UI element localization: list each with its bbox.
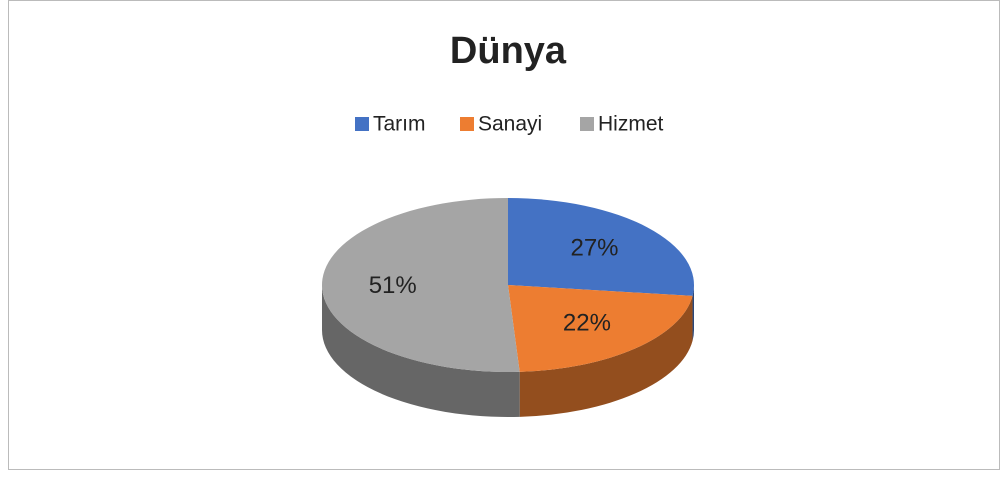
chart-title: Dünya bbox=[450, 30, 567, 72]
data-label: 27% bbox=[570, 235, 618, 262]
legend-label: Tarım bbox=[373, 113, 426, 136]
pie-slice bbox=[508, 198, 694, 341]
pie-slice bbox=[508, 285, 693, 417]
legend-swatch bbox=[355, 117, 369, 131]
slice-top bbox=[508, 285, 693, 372]
slice-side bbox=[519, 295, 693, 417]
pie-slice bbox=[322, 198, 520, 417]
legend-swatch bbox=[580, 117, 594, 131]
slice-side bbox=[692, 285, 694, 341]
legend-swatch bbox=[460, 117, 474, 131]
slice-top bbox=[322, 198, 520, 372]
slice-top bbox=[508, 198, 694, 296]
slice-side bbox=[322, 285, 520, 417]
legend-label: Hizmet bbox=[598, 113, 664, 136]
data-label: 22% bbox=[563, 310, 611, 337]
data-label: 51% bbox=[369, 272, 417, 299]
legend-label: Sanayi bbox=[478, 113, 542, 136]
